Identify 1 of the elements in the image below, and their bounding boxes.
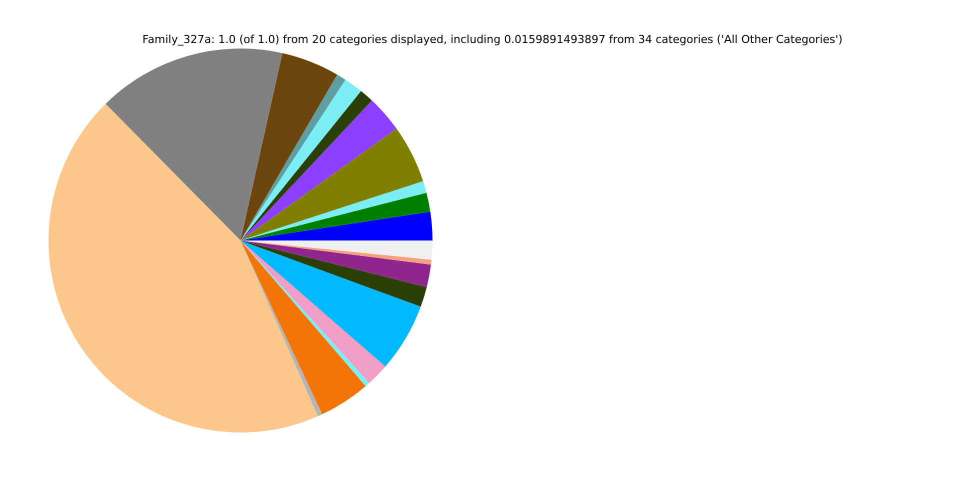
text: Family_327a: 1.0 (of 1.0) from 20 categories displayed, including 0.0159891493897 from 34 categories ('All Other Categories') (142, 33, 843, 46)
